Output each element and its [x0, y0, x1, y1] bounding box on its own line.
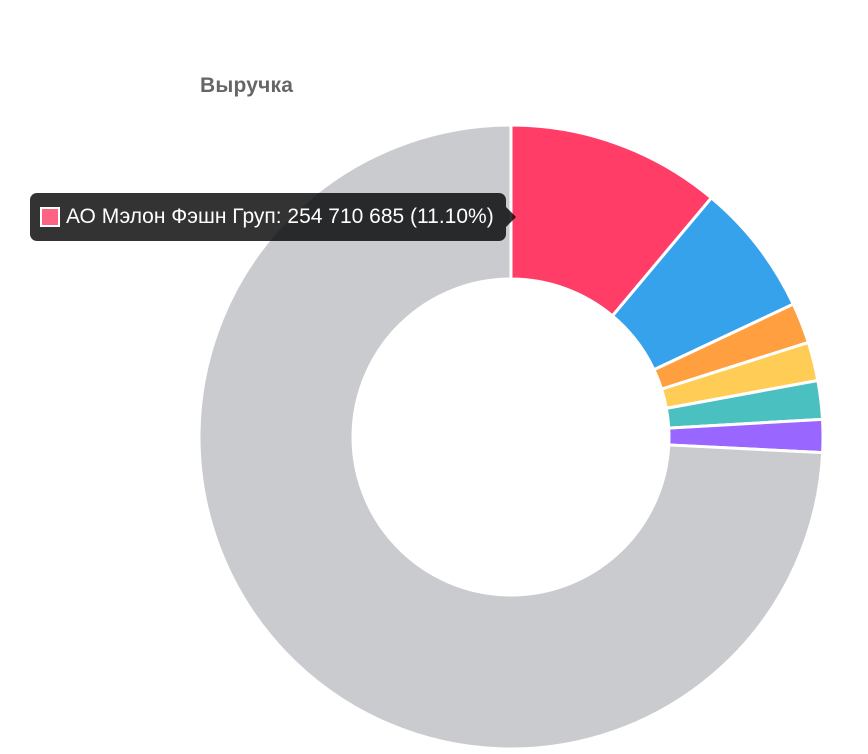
chart-title: Выручка — [200, 74, 294, 97]
tooltip-text: АО Мэлон Фэшн Груп: 254 710 685 (11.10%) — [66, 205, 494, 228]
donut-slices — [197, 123, 825, 751]
donut-slice[interactable] — [197, 123, 825, 751]
chart-tooltip: АО Мэлон Фэшн Груп: 254 710 685 (11.10%) — [30, 193, 516, 241]
tooltip-color-swatch — [40, 207, 60, 227]
